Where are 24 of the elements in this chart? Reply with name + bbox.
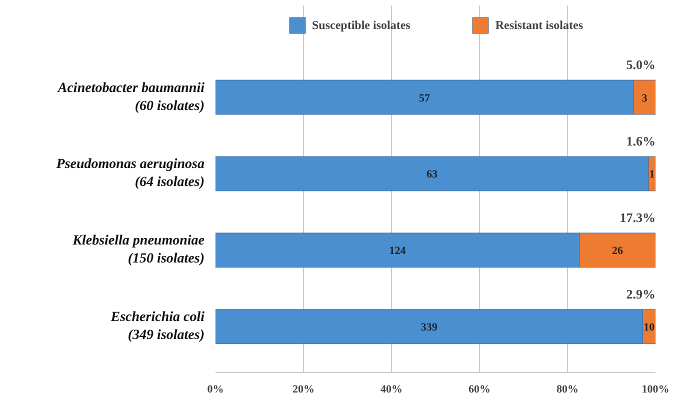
x-tick-label: 100% — [642, 384, 670, 396]
annotation: 124 — [389, 245, 406, 258]
annotation: 10 — [644, 322, 656, 334]
x-tick-label: 60% — [468, 384, 490, 396]
x-tick-label: 40% — [380, 384, 402, 396]
annotation: 17.3% — [620, 210, 656, 225]
annotation: 1 — [649, 168, 655, 181]
annotation: 3 — [642, 92, 648, 104]
annotation: 2.9% — [626, 286, 656, 302]
annotation: 339 — [420, 322, 438, 334]
annotation: 63 — [426, 168, 438, 181]
y-tick-label: Klebsiella pneumoniae (150 isolates) — [72, 234, 205, 267]
legend-label: Resistant isolates — [495, 18, 584, 32]
annotation: 57 — [419, 92, 430, 104]
x-tick-label: 80% — [556, 384, 578, 396]
y-tick-label: Pseudomonas aeruginosa (64 isolates) — [56, 157, 205, 190]
x-tick-label: 20% — [292, 384, 314, 396]
y-tick-label: Acinetobacter baumannii (60 isolates) — [56, 80, 205, 114]
x-tick-label: 0% — [207, 384, 224, 396]
y-tick-label: Escherichia coli (349 isolates) — [110, 310, 205, 344]
annotation: 5.0% — [626, 57, 656, 72]
annotation: 1.6% — [626, 134, 656, 149]
legend-label: Susceptible isolates — [312, 18, 410, 32]
annotation: 26 — [612, 245, 624, 258]
